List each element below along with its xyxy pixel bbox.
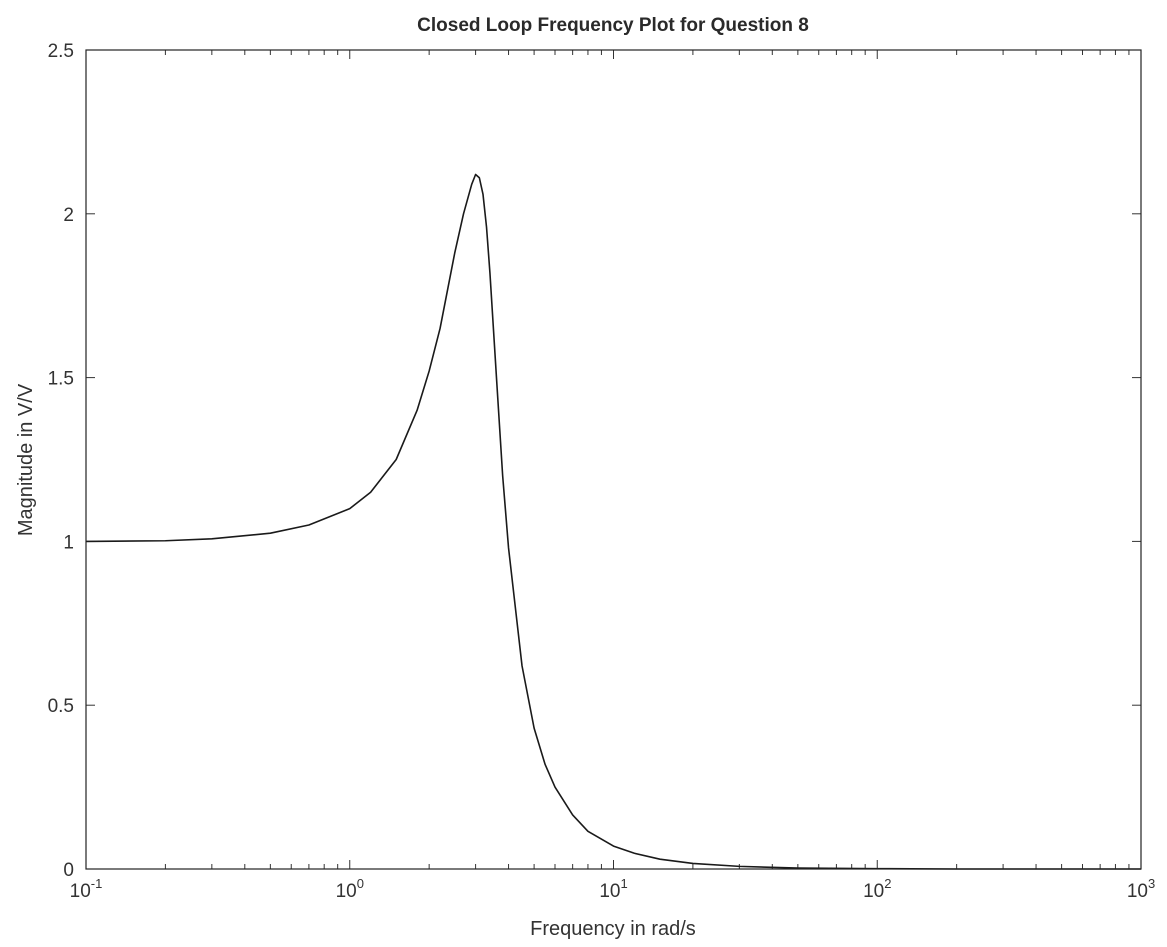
x-axis-label: Frequency in rad/s: [530, 918, 696, 940]
chart-title: Closed Loop Frequency Plot for Question …: [417, 15, 809, 36]
y-tick-label: 1.5: [48, 369, 74, 390]
y-tick-label: 2.5: [48, 41, 74, 62]
x-tick-label: 101: [599, 876, 627, 902]
x-tick-label: 102: [863, 876, 891, 902]
plot-area-frame: [85, 49, 1142, 870]
y-tick-label: 0: [63, 860, 74, 881]
y-tick-label: 0.5: [48, 696, 74, 717]
tick-labels: 10-1 100 101 102 103 0 0.5 1 1.5 2 2.5: [48, 41, 1156, 902]
x-tick-label: 10-1: [70, 876, 103, 902]
x-tick-label: 103: [1127, 876, 1155, 902]
y-tick-label: 1: [63, 532, 74, 553]
series-layer: [85, 173, 1141, 870]
y-tick-label: 2: [63, 205, 74, 226]
magnitude-series-line: [85, 173, 1141, 870]
x-tick-label: 100: [336, 876, 364, 902]
y-axis-label: Magnitude in V/V: [15, 383, 37, 536]
axis-ticks: [85, 49, 1142, 870]
